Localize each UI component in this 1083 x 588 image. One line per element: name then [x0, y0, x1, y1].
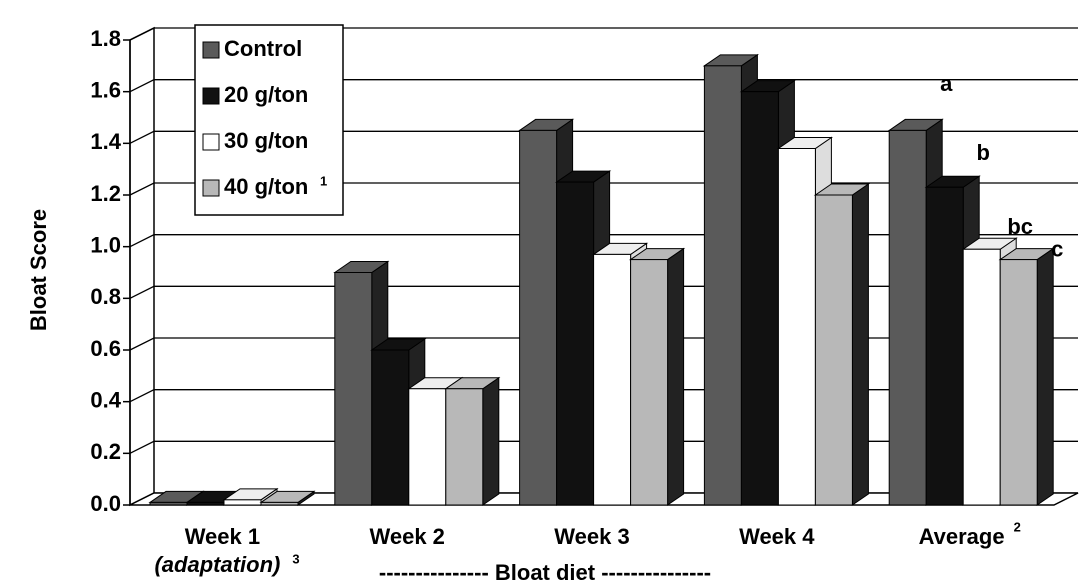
significance-label: a [940, 71, 953, 96]
bar [777, 148, 816, 506]
legend-swatch [202, 179, 220, 197]
bar [814, 194, 853, 506]
bar [519, 129, 558, 506]
bar [334, 272, 373, 506]
bar [445, 388, 484, 506]
y-tick-label: 1.0 [90, 232, 121, 257]
y-tick-label: 0.4 [90, 387, 121, 412]
bar [925, 186, 964, 506]
legend-label: Control [224, 36, 302, 61]
grid-line [129, 27, 1078, 41]
y-tick-label: 0.2 [90, 439, 121, 464]
footnote-mark: 1 [320, 173, 327, 188]
bar [371, 349, 410, 506]
y-tick-label: 1.6 [90, 77, 121, 102]
footnote-mark: 2 [1014, 519, 1021, 534]
x-tick-label: Week 4 [739, 524, 815, 549]
category-sublabel: (adaptation) [154, 552, 280, 577]
legend-swatch [202, 87, 220, 105]
bar-side [1036, 247, 1054, 506]
bar-side [667, 247, 685, 506]
x-tick-label: Week 2 [369, 524, 444, 549]
bar [556, 181, 595, 506]
back-wall [129, 26, 155, 507]
significance-label: c [1051, 236, 1063, 261]
bar [149, 501, 188, 506]
legend-label: 20 g/ton [224, 82, 308, 107]
y-tick-label: 1.8 [90, 26, 121, 51]
legend-box [194, 24, 344, 216]
bar [703, 65, 742, 506]
y-tick-label: 0.6 [90, 336, 121, 361]
y-tick-label: 1.4 [90, 129, 121, 154]
legend-swatch [202, 133, 220, 151]
bar [630, 259, 669, 506]
x-tick-label: Week 1 [185, 524, 260, 549]
bar [740, 91, 779, 506]
significance-label: b [976, 140, 989, 165]
legend-label: 30 g/ton [224, 128, 308, 153]
x-tick-label: Average [919, 524, 1005, 549]
legend-swatch [202, 41, 220, 59]
bar [962, 248, 1001, 506]
bar [260, 501, 299, 506]
grid-line [129, 79, 1078, 93]
y-tick-label: 1.2 [90, 181, 121, 206]
y-tick-label: 0.0 [90, 491, 121, 516]
bar-side [851, 183, 869, 506]
bar [223, 499, 262, 506]
x-tick-label: Week 3 [554, 524, 629, 549]
y-tick-label: 0.8 [90, 284, 121, 309]
bar [186, 501, 225, 506]
bar [999, 259, 1038, 506]
bar [408, 388, 447, 506]
y-axis-label: Bloat Score [26, 209, 51, 331]
bar [593, 253, 632, 506]
bar-side [482, 376, 500, 506]
x-annotation: --------------- Bloat diet -------------… [379, 560, 711, 585]
legend-label: 40 g/ton [224, 174, 308, 199]
bar [888, 129, 927, 506]
significance-label: bc [1007, 214, 1033, 239]
footnote-mark: 3 [292, 551, 299, 566]
